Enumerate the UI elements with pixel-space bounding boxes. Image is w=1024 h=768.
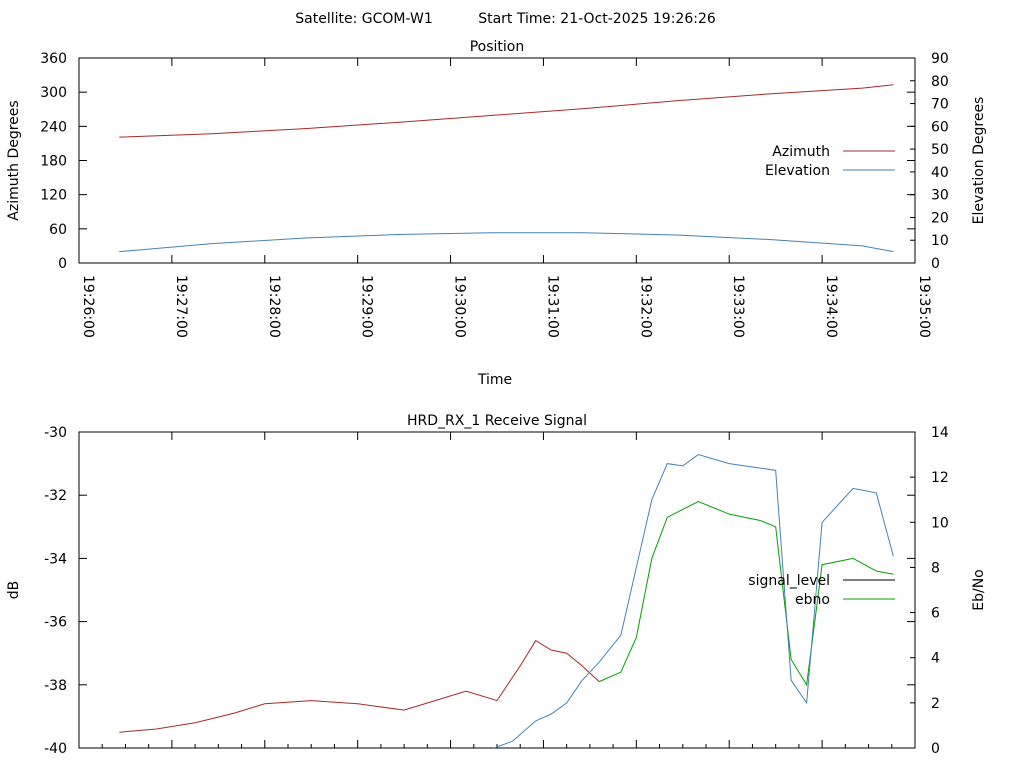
y-axis-label: Azimuth Degrees	[6, 100, 22, 220]
y-tick-label: 0	[58, 256, 67, 272]
position-chart: Position 0 60 120 180 240 300 360 0 10 20 30 40 50 60 7…	[6, 39, 987, 388]
y-tick-label: 300	[40, 85, 67, 101]
x-tick-label: 19:35:00	[916, 275, 932, 338]
x-tick-label: 19:29:00	[359, 275, 375, 338]
start-time-label: Start Time: 21-Oct-2025 19:26:26	[478, 11, 716, 27]
chart-title: Position	[470, 39, 525, 55]
series-line-signal_level-b	[598, 500, 894, 687]
y2-tick-label: 2	[931, 696, 940, 712]
y-tick-label: -40	[44, 741, 67, 757]
y2-tick-label: 10	[931, 515, 949, 531]
y-tick-label: 180	[40, 154, 67, 170]
y2-axis-label: Elevation Degrees	[971, 97, 987, 225]
x-tick-label: 19:26:00	[80, 275, 96, 338]
series-line-Azimuth	[119, 84, 894, 138]
y2-tick-label: 40	[931, 165, 949, 181]
y2-tick-label: 6	[931, 606, 940, 622]
legend-label: signal_level	[748, 573, 830, 589]
x-axis-label: Time	[477, 372, 512, 388]
y2-tick-label: 4	[931, 651, 940, 667]
y-tick-label: 240	[40, 119, 67, 135]
y2-tick-label: 20	[931, 210, 949, 226]
x-tick-label: 19:27:00	[173, 275, 189, 338]
legend-label: ebno	[795, 592, 830, 608]
y2-tick-label: 30	[931, 188, 949, 204]
y2-tick-label: 0	[931, 256, 940, 272]
series-line-signal_level-a	[119, 639, 600, 733]
legend-label: Azimuth	[772, 144, 830, 160]
satellite-label: Satellite: GCOM-W1	[295, 11, 432, 27]
y2-tick-label: 60	[931, 119, 949, 135]
x-tick-label: 19:30:00	[452, 275, 468, 338]
y-tick-label: 120	[40, 188, 67, 204]
y2-tick-label: 0	[931, 741, 940, 757]
y2-tick-label: 12	[931, 470, 949, 486]
y-tick-label: -38	[44, 678, 67, 694]
y-tick-label: -36	[44, 615, 67, 631]
y2-tick-label: 70	[931, 97, 949, 113]
y-tick-label: -30	[44, 425, 67, 441]
y-tick-label: -34	[44, 551, 67, 567]
chart-title: HRD_RX_1 Receive Signal	[407, 413, 587, 429]
x-tick-label: 19:34:00	[823, 275, 839, 338]
x-tick-label: 19:28:00	[266, 275, 282, 338]
y-axis-label: dB	[6, 581, 22, 600]
series-line-ebno	[493, 454, 894, 749]
y2-tick-label: 14	[931, 425, 949, 441]
y2-tick-label: 90	[931, 51, 949, 67]
series-line-Elevation	[119, 232, 894, 253]
x-tick-label: 19:32:00	[637, 275, 653, 338]
y2-tick-label: 10	[931, 233, 949, 249]
x-tick-label: 19:33:00	[730, 275, 746, 338]
y2-tick-label: 50	[931, 142, 949, 158]
receive-signal-chart: HRD_RX_1 Receive Signal -40 -38 -36 -34 -32 -3…	[6, 413, 987, 757]
x-tick-label: 19:31:00	[544, 275, 560, 338]
y-tick-label: 60	[49, 222, 67, 238]
legend-label: Elevation	[765, 163, 830, 179]
y-tick-label: -32	[44, 488, 67, 504]
y2-tick-label: 8	[931, 560, 940, 576]
y2-tick-label: 80	[931, 74, 949, 90]
y-tick-label: 360	[40, 51, 67, 67]
y2-axis-label: Eb/No	[971, 569, 987, 611]
